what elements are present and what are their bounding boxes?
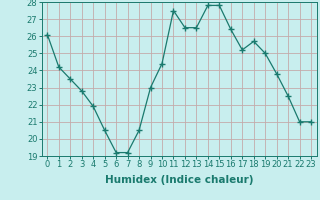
X-axis label: Humidex (Indice chaleur): Humidex (Indice chaleur) <box>105 175 253 185</box>
